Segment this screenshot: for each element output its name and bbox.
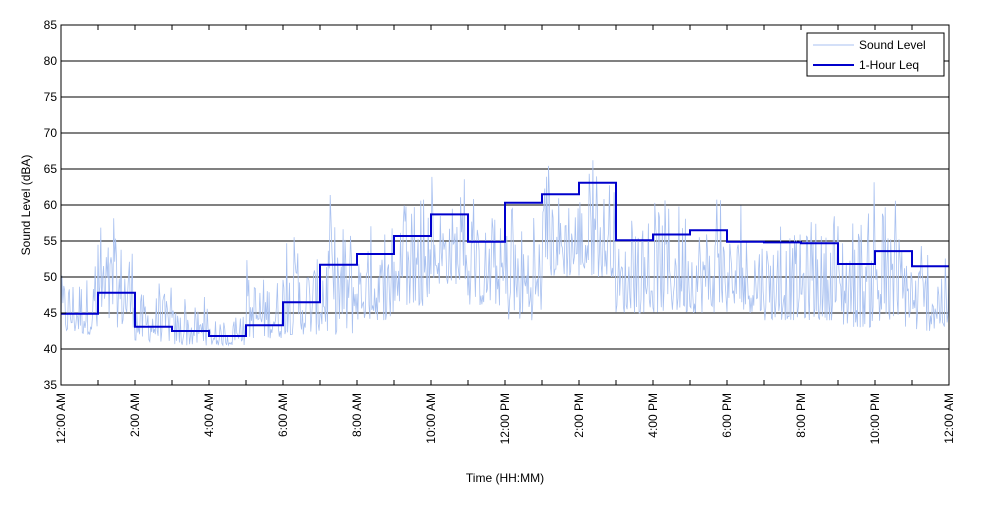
y-tick-label: 45 [44, 306, 58, 320]
x-tick-label: 10:00 PM [868, 393, 882, 444]
y-tick-label: 55 [44, 234, 58, 248]
y-axis-label: Sound Level (dBA) [19, 155, 33, 256]
y-tick-label: 35 [44, 378, 58, 392]
y-tick-label: 40 [44, 342, 58, 356]
y-tick-label: 65 [44, 162, 58, 176]
y-tick-label: 60 [44, 198, 58, 212]
ticks-layer: 35 40 45 50 55 60 65 70 75 80 85 12:00 AM 2:00 AM 4:0… [44, 18, 956, 444]
y-tick-label: 50 [44, 270, 58, 284]
x-tick-label: 6:00 AM [276, 393, 290, 437]
x-tick-label: 2:00 PM [572, 393, 586, 438]
x-tick-label: 8:00 PM [794, 393, 808, 438]
x-tick-label: 8:00 AM [350, 393, 364, 437]
x-tick-label: 4:00 PM [646, 393, 660, 438]
series-layer [60, 160, 950, 347]
legend: Sound Level 1-Hour Leq [806, 32, 945, 77]
y-tick-label: 70 [44, 126, 58, 140]
legend-label-sound-level: Sound Level [859, 38, 926, 52]
leq-step-line [61, 181, 949, 337]
x-tick-label: 6:00 PM [720, 393, 734, 438]
x-tick-label: 12:00 PM [498, 393, 512, 444]
x-tick-label: 10:00 AM [424, 393, 438, 444]
x-tick-label: 4:00 AM [202, 393, 216, 437]
legend-label-leq: 1-Hour Leq [859, 58, 919, 72]
x-tick-label: 2:00 AM [128, 393, 142, 437]
x-tick-label: 12:00 AM [942, 393, 956, 444]
grid-layer [61, 60, 949, 350]
x-tick-label: 12:00 AM [54, 393, 68, 444]
y-tick-label: 75 [44, 90, 58, 104]
legend-box [806, 32, 945, 77]
y-tick-label: 85 [44, 18, 58, 32]
y-tick-label: 80 [44, 54, 58, 68]
x-axis-label: Time (HH:MM) [466, 471, 544, 485]
